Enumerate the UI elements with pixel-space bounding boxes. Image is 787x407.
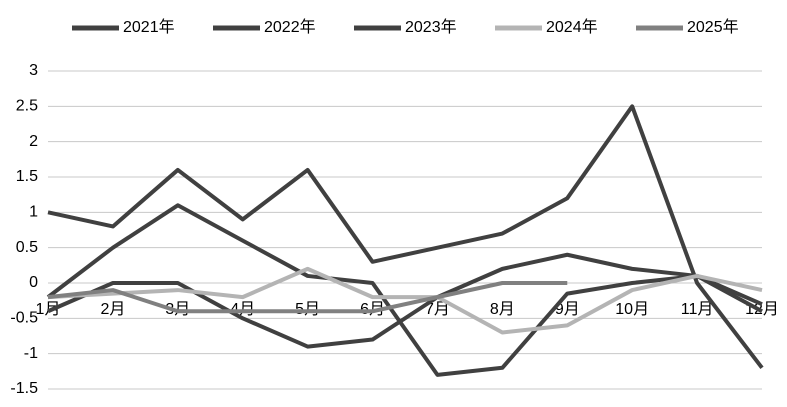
x-tick-label: 7月 bbox=[425, 301, 450, 318]
y-tick-label: -0.5 bbox=[10, 310, 38, 327]
y-tick-label: -1.5 bbox=[10, 380, 38, 397]
series-line bbox=[47, 252, 763, 349]
series-line bbox=[47, 281, 568, 314]
y-tick-label: -1 bbox=[24, 345, 38, 362]
series-line bbox=[47, 266, 763, 335]
x-tick-label: 9月 bbox=[555, 301, 580, 318]
y-tick-label: 3 bbox=[29, 62, 38, 79]
series-line bbox=[46, 203, 763, 377]
y-tick-label: 2.5 bbox=[16, 98, 38, 115]
y-tick-label: 2 bbox=[29, 133, 38, 150]
y-tick-label: 1.5 bbox=[16, 168, 38, 185]
x-tick-label: 10月 bbox=[615, 301, 649, 318]
legend-label: 2021年 bbox=[123, 18, 175, 36]
legend-label: 2025年 bbox=[687, 18, 739, 36]
legend-label: 2024年 bbox=[546, 18, 598, 36]
series-line bbox=[47, 104, 764, 370]
legend-label: 2022年 bbox=[264, 18, 316, 36]
y-tick-label: 0 bbox=[29, 274, 38, 291]
y-tick-label: 1 bbox=[29, 204, 38, 221]
x-tick-label: 11月 bbox=[681, 301, 714, 318]
legend-label: 2023年 bbox=[405, 18, 457, 36]
x-tick-label: 2月 bbox=[100, 301, 125, 318]
y-tick-label: 0.5 bbox=[16, 239, 38, 256]
x-tick-label: 8月 bbox=[490, 301, 515, 318]
